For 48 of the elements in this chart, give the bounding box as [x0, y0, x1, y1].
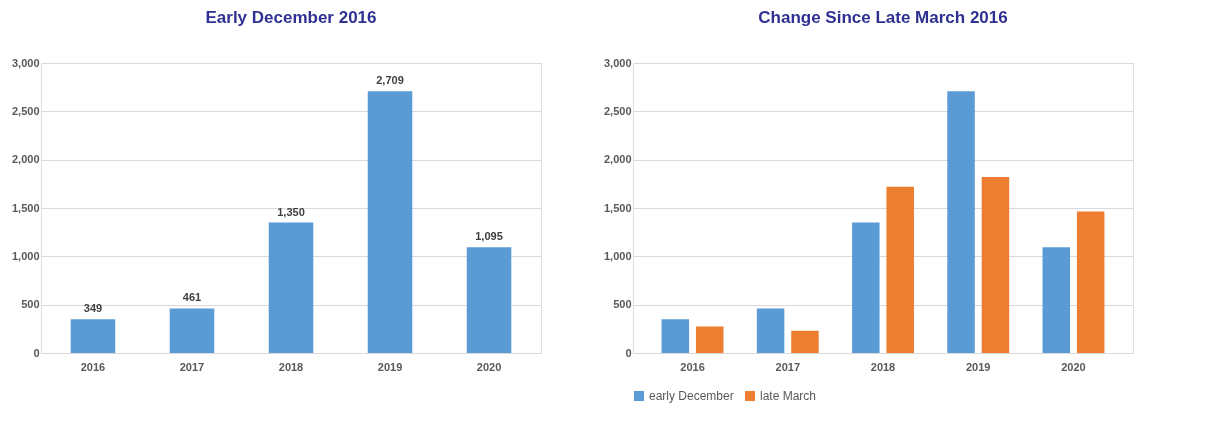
x-tick-label: 2020 [1061, 360, 1086, 373]
x-tick-label: 2018 [870, 360, 896, 373]
chart-title: Change Since Late March 2016 [758, 8, 1008, 27]
bar [791, 330, 819, 353]
bar [1076, 211, 1105, 353]
x-tick-label: 2019 [377, 360, 403, 373]
bar [695, 326, 724, 353]
bar [661, 319, 690, 353]
bar [947, 91, 975, 353]
bar [367, 91, 413, 353]
bar [756, 308, 785, 353]
y-tick-label: 1,500 [603, 201, 632, 214]
x-tick-label: 2017 [179, 360, 205, 373]
y-tick-label: 1,000 [603, 249, 632, 262]
y-tick-label: 1,000 [11, 249, 40, 262]
y-tick-label: 500 [21, 298, 40, 311]
y-tick-label: 0 [33, 346, 40, 359]
x-tick-label: 2020 [476, 360, 502, 373]
bar [981, 177, 1010, 353]
y-tick-label: 2,000 [603, 153, 632, 166]
y-tick-label: 2,500 [603, 104, 632, 117]
y-tick-label: 3,000 [603, 56, 632, 69]
y-tick-label: 1,500 [11, 201, 40, 214]
y-tick-label: 2,500 [11, 104, 40, 117]
data-label: 1,095 [475, 230, 503, 243]
y-tick-label: 2,000 [11, 153, 40, 166]
data-label: 2,709 [376, 74, 404, 87]
y-tick-label: 500 [613, 298, 632, 311]
bar [886, 186, 914, 353]
data-label: 349 [83, 302, 103, 315]
bar [1042, 247, 1071, 353]
legend-label: late March [760, 389, 817, 403]
chart-title: Early December 2016 [205, 8, 377, 27]
bar [852, 222, 880, 353]
x-tick-label: 2017 [775, 360, 800, 373]
y-tick-label: 0 [625, 346, 632, 359]
legend-label: early December [649, 389, 734, 403]
bar [466, 247, 512, 353]
x-tick-label: 2019 [966, 360, 991, 373]
x-tick-label: 2016 [680, 360, 705, 373]
y-tick-label: 3,000 [11, 56, 40, 69]
x-tick-label: 2018 [278, 360, 304, 373]
x-tick-label: 2016 [80, 360, 106, 373]
bar [268, 222, 314, 353]
bar [70, 319, 116, 353]
data-label: 461 [182, 291, 202, 304]
bar [169, 308, 215, 353]
data-label: 1,350 [277, 205, 305, 218]
